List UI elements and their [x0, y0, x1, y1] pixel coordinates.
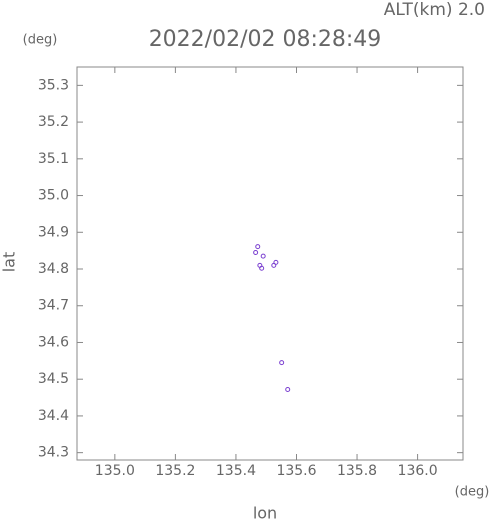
y-tick-label: 34.5 [38, 371, 69, 387]
point [285, 386, 291, 392]
y-tick-label: 35.3 [38, 77, 69, 93]
y-axis-label: lat [0, 252, 19, 273]
y-tick-label: 34.9 [38, 224, 69, 240]
chart-title: 2022/02/02 08:28:49 [149, 27, 382, 52]
x-tick-label: 135.8 [337, 463, 377, 479]
y-tick-label: 35.1 [38, 151, 69, 167]
x-tick-label: 135.0 [95, 463, 135, 479]
y-tick-label: 35.2 [38, 114, 69, 130]
point [279, 360, 285, 366]
x-tick-label: 135.4 [216, 463, 256, 479]
point [259, 265, 265, 271]
point [260, 253, 266, 259]
y-tick-label: 34.6 [38, 334, 69, 350]
y-tick-label: 34.3 [38, 445, 69, 461]
x-tick-label: 136.0 [398, 463, 438, 479]
point [255, 244, 261, 250]
y-unit: (deg) [23, 33, 58, 48]
point [253, 249, 259, 255]
x-tick-label: 135.2 [155, 463, 195, 479]
x-axis-label: lon [253, 504, 277, 521]
y-tick-label: 34.8 [38, 261, 69, 277]
y-tick-label: 34.7 [38, 298, 69, 314]
point [273, 259, 279, 265]
x-unit: (deg) [455, 485, 490, 500]
x-tick-label: 135.6 [276, 463, 316, 479]
plot-frame [76, 66, 464, 461]
y-tick-label: 34.4 [38, 408, 69, 424]
subtitle: ALT(km) 2.0 [384, 0, 485, 20]
y-tick-label: 35.0 [38, 188, 69, 204]
